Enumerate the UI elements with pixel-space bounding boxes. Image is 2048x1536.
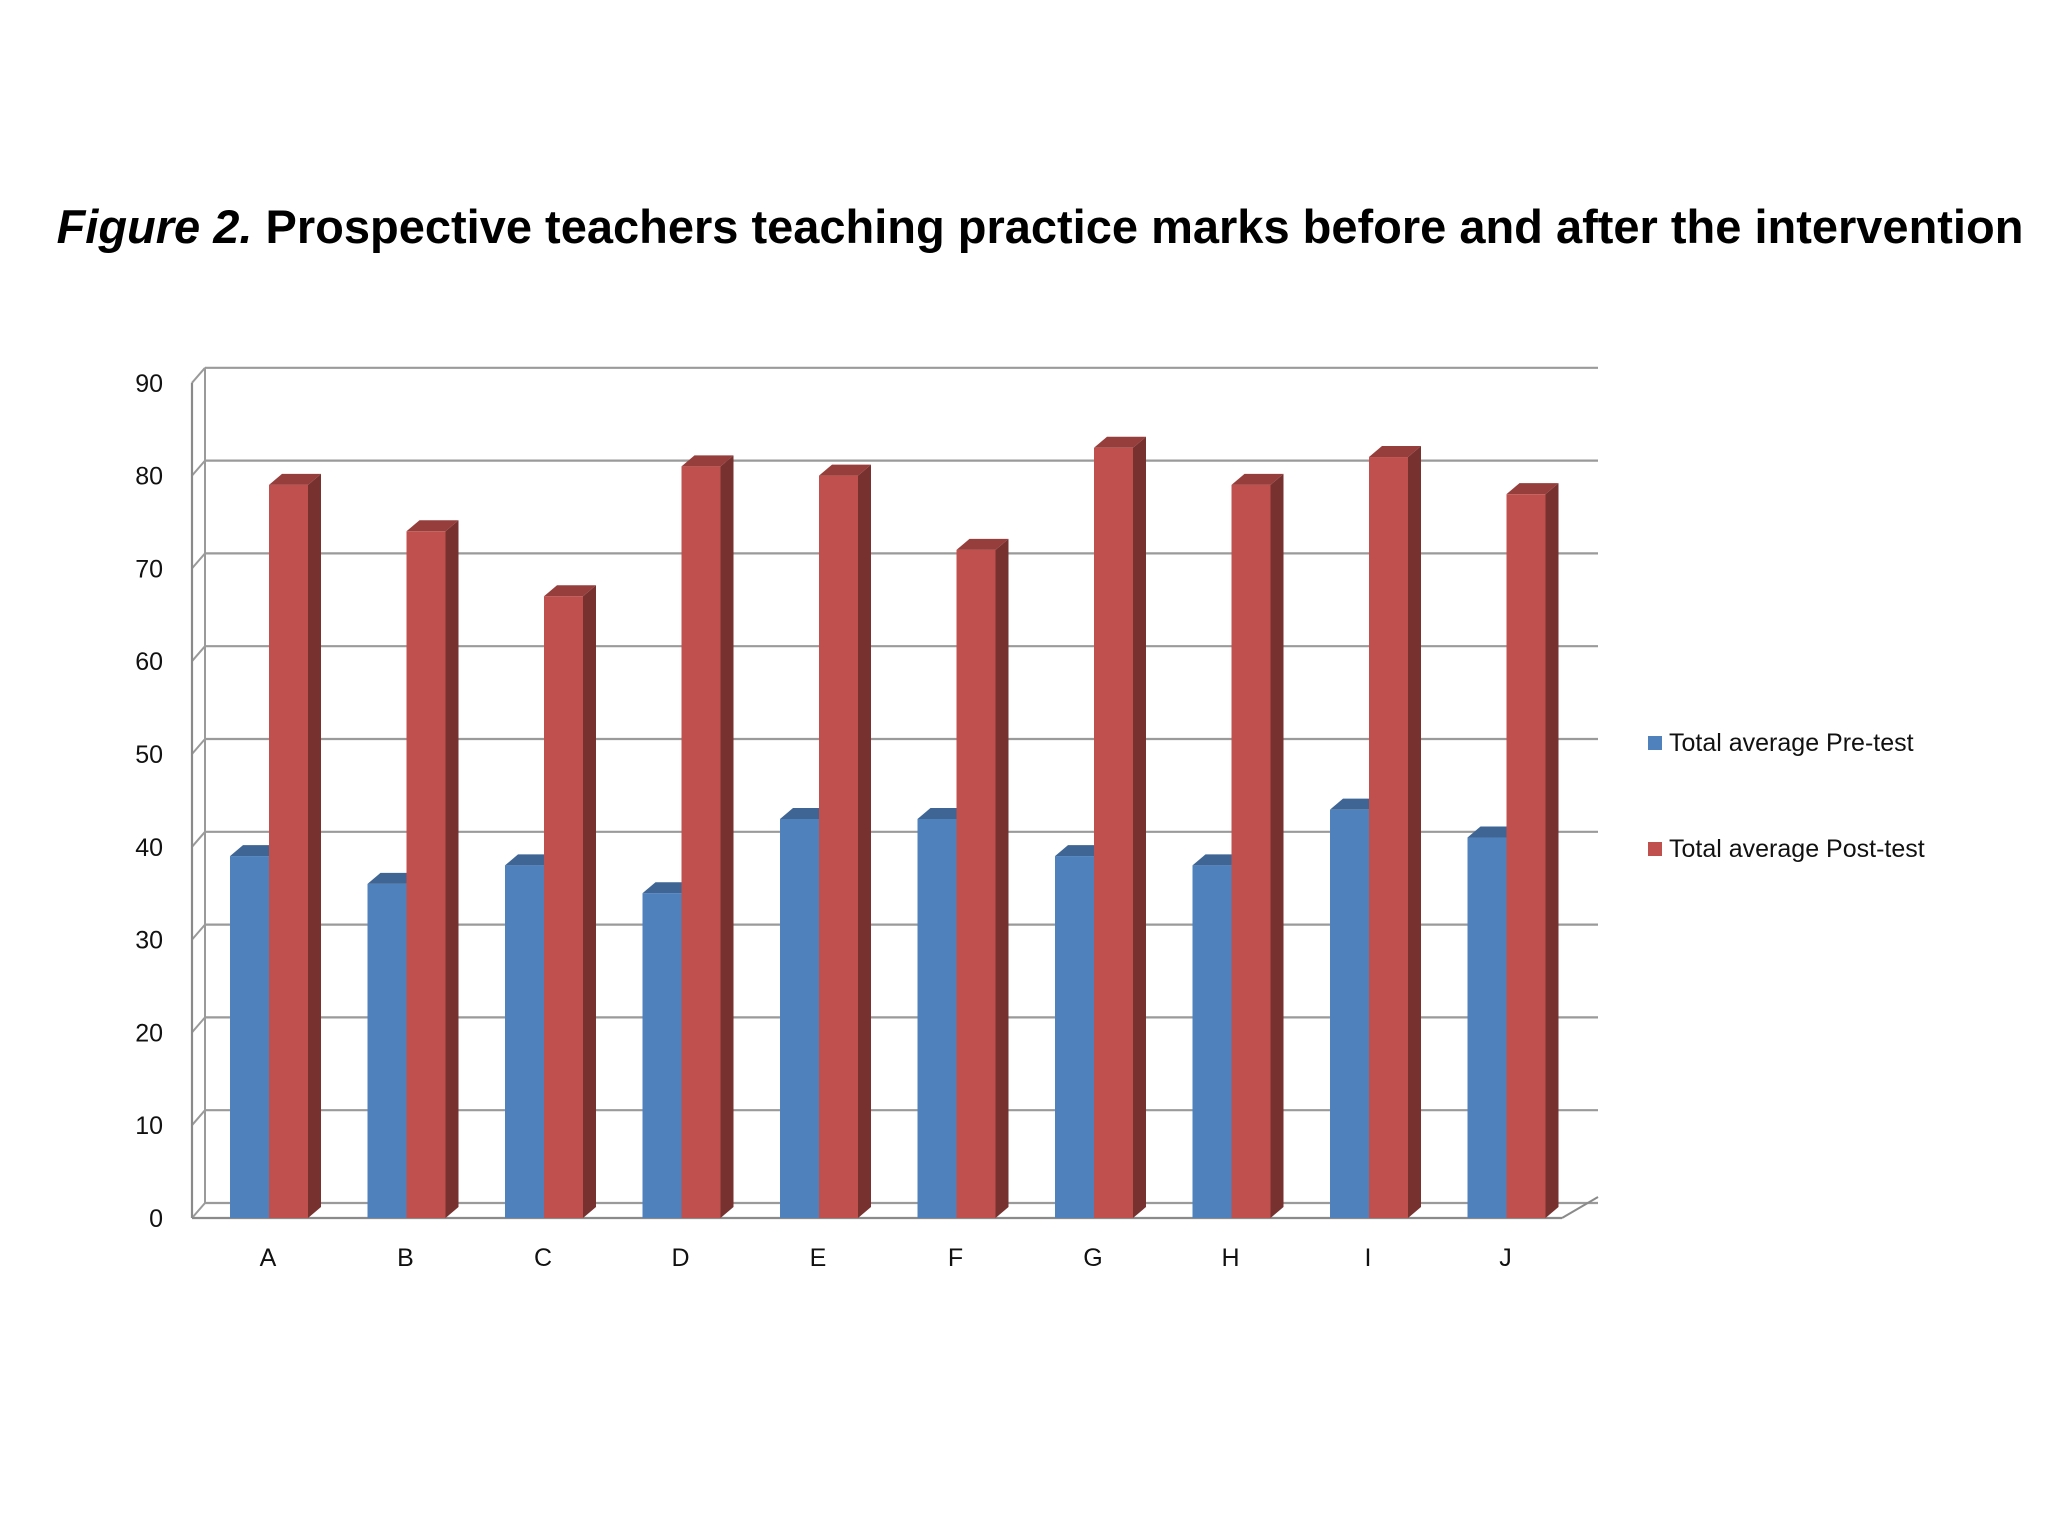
bar-posttest-J (1506, 483, 1559, 1218)
x-tick-label: F (948, 1244, 963, 1272)
bar-front (1192, 865, 1232, 1218)
bar-front (1231, 484, 1271, 1218)
legend-swatch-posttest (1648, 842, 1662, 856)
bar-front (642, 893, 682, 1218)
bar-front (780, 818, 819, 1218)
bar-front (367, 883, 407, 1218)
bar-front (1094, 447, 1133, 1218)
x-tick-label: J (1499, 1244, 1512, 1272)
bar-front (406, 531, 446, 1218)
bar-side (720, 455, 734, 1218)
tick-labels: 0 10 20 30 40 50 60 70 80 90 A B C D E F G H I J (135, 370, 1512, 1272)
gridline-depth-80 (191, 459, 206, 477)
bar-top (406, 520, 459, 532)
gridline-depth-10 (191, 1109, 206, 1126)
gridline-depth-30 (191, 923, 206, 941)
bar-front (269, 484, 308, 1218)
x-tick-label: G (1083, 1244, 1102, 1272)
floor-right-edge (1561, 1196, 1599, 1219)
bar-front (956, 549, 996, 1218)
bar-posttest-H (1231, 473, 1284, 1218)
bar-front (505, 865, 544, 1218)
bar-posttest-D (681, 455, 734, 1218)
bar-side (858, 464, 871, 1219)
x-tick-label: H (1221, 1244, 1239, 1272)
bar-posttest-F (956, 538, 1009, 1218)
bar-front (1467, 837, 1507, 1218)
bar-side (995, 538, 1009, 1218)
bar-front (819, 475, 858, 1219)
legend-item-posttest: Total average Post-test (1648, 834, 1925, 864)
bar-top (681, 455, 734, 467)
legend-item-pretest: Total average Pre-test (1648, 728, 1925, 758)
gridline-depth-40 (191, 831, 206, 848)
x-tick-label: I (1365, 1244, 1372, 1272)
y-tick-label: 90 (135, 370, 163, 398)
legend: Total average Pre-test Total average Pos… (1648, 728, 1925, 940)
bar-side (308, 473, 321, 1218)
bar-top (544, 585, 596, 597)
legend-label-pretest: Total average Pre-test (1669, 728, 1914, 757)
gridline-depth-20 (191, 1016, 206, 1034)
bar-front (917, 818, 957, 1218)
bar-top (269, 473, 321, 485)
bar-front (230, 856, 269, 1218)
bar-posttest-C (544, 585, 596, 1218)
bar-side (1545, 483, 1559, 1218)
bar-front (1369, 457, 1408, 1218)
chart-title: Figure 2. Prospective teachers teaching … (0, 196, 2048, 258)
y-tick-label: 50 (135, 741, 163, 769)
y-tick-label: 70 (135, 555, 163, 583)
gridline-depth-70 (191, 552, 206, 570)
gridline-depth-60 (191, 645, 206, 662)
x-tick-label: C (534, 1244, 552, 1272)
y-tick-label: 20 (135, 1019, 163, 1047)
bar-top (1231, 473, 1284, 485)
bar-top (956, 538, 1009, 550)
bar-posttest-A (269, 473, 321, 1218)
bar-front (1330, 809, 1369, 1218)
bar-posttest-E (819, 464, 871, 1219)
gridline-depth-0 (191, 1202, 206, 1219)
y-tick-label: 60 (135, 648, 163, 676)
x-tick-label: E (810, 1244, 827, 1272)
bars (230, 436, 1559, 1219)
bar-side (445, 520, 459, 1218)
legend-label-posttest: Total average Post-test (1669, 834, 1925, 863)
chart-title-text: Prospective teachers teaching practice m… (265, 200, 2024, 253)
gridline-depth-50 (191, 738, 206, 755)
bar-side (1270, 473, 1284, 1218)
bar-side (583, 585, 596, 1218)
chart-title-prefix: Figure 2. (56, 200, 253, 253)
y-tick-label: 30 (135, 927, 163, 955)
bar-posttest-I (1369, 446, 1421, 1218)
bar-posttest-G (1094, 436, 1146, 1218)
bar-top (1369, 446, 1421, 458)
bar-side (1133, 436, 1146, 1218)
bar-front (681, 466, 721, 1218)
x-tick-label: B (397, 1244, 414, 1272)
bar-front (544, 596, 583, 1218)
bar-front (1506, 494, 1546, 1218)
y-tick-label: 0 (149, 1205, 163, 1233)
y-tick-label: 80 (135, 463, 163, 491)
legend-swatch-pretest (1648, 736, 1662, 750)
x-tick-label: D (671, 1244, 689, 1272)
bar-top (1506, 483, 1559, 495)
gridline-depth-90 (191, 367, 206, 384)
y-tick-label: 10 (135, 1112, 163, 1140)
bar-side (1408, 446, 1421, 1218)
y-tick-label: 40 (135, 834, 163, 862)
bar-top (1094, 436, 1146, 448)
bar-front (1055, 856, 1094, 1218)
bar-posttest-B (406, 520, 459, 1218)
bar-top (819, 464, 871, 476)
x-tick-label: A (260, 1244, 277, 1272)
